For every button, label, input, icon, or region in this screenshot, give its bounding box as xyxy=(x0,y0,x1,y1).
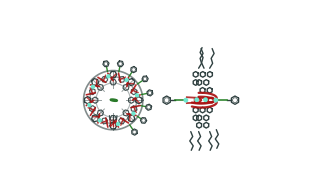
Circle shape xyxy=(125,78,128,81)
Circle shape xyxy=(204,98,207,101)
Circle shape xyxy=(98,119,101,122)
Ellipse shape xyxy=(111,100,116,101)
Circle shape xyxy=(136,94,138,97)
Circle shape xyxy=(107,75,110,78)
Circle shape xyxy=(214,98,218,102)
Circle shape xyxy=(88,103,91,106)
Circle shape xyxy=(116,122,119,125)
Circle shape xyxy=(132,112,135,115)
Circle shape xyxy=(195,98,198,101)
Circle shape xyxy=(184,98,188,102)
Circle shape xyxy=(92,85,94,88)
